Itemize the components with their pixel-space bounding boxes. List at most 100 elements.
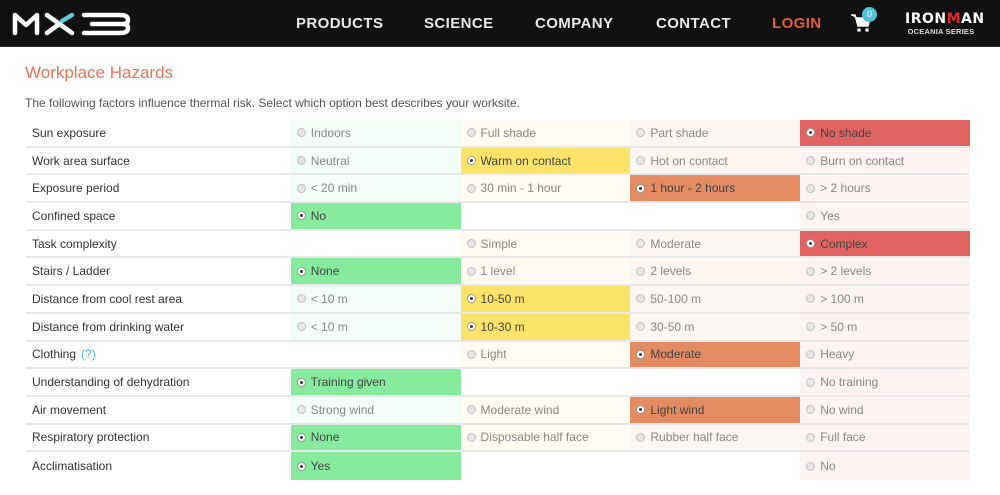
radio-unchecked-icon[interactable] [466,128,476,138]
hazard-option[interactable]: 50-100 m [630,286,801,312]
radio-unchecked-icon[interactable] [806,432,816,442]
radio-unchecked-icon[interactable] [636,239,646,249]
hazard-option[interactable]: 1 hour - 2 hours [630,175,801,202]
hazard-option[interactable]: No [290,203,461,229]
hazard-option[interactable]: < 10 m [290,313,461,340]
hazard-option[interactable]: Training given [290,369,461,395]
hazard-option[interactable]: Moderate wind [460,396,631,423]
hazard-label: Sun exposure [26,120,291,146]
radio-checked-icon[interactable] [636,405,646,415]
hazard-option[interactable]: No shade [800,120,971,146]
help-link[interactable]: (?) [81,347,96,362]
nav-products[interactable]: PRODUCTS [296,15,384,32]
hazard-option[interactable]: 10-30 m [460,313,631,340]
hazard-option[interactable]: Indoors [290,120,461,146]
radio-unchecked-icon[interactable] [806,377,816,387]
radio-unchecked-icon[interactable] [636,156,646,166]
nav-science[interactable]: SCIENCE [424,15,494,32]
radio-unchecked-icon[interactable] [466,432,476,442]
radio-unchecked-icon[interactable] [806,461,816,471]
hazard-label-text: Confined space [32,208,116,223]
hazard-option[interactable]: > 50 m [800,313,971,340]
hazard-option[interactable]: None [290,424,461,451]
hazard-option[interactable]: > 100 m [800,286,971,312]
hazard-option[interactable]: Moderate [630,230,801,257]
ironman-oceania-logo[interactable]: IRONMAN OCEANIA SERIES [905,11,984,37]
hazard-option[interactable]: Rubber half face [630,424,801,451]
radio-unchecked-icon[interactable] [806,405,816,415]
radio-unchecked-icon[interactable] [806,183,816,193]
hazard-option[interactable]: Disposable half face [460,424,631,451]
radio-unchecked-icon[interactable] [466,183,476,193]
radio-unchecked-icon[interactable] [466,405,476,415]
radio-unchecked-icon[interactable] [806,349,816,359]
radio-checked-icon[interactable] [636,349,646,359]
hazard-option[interactable]: < 10 m [290,286,461,312]
hazard-option[interactable]: Light wind [630,396,801,423]
hazard-option[interactable]: None [290,258,461,285]
radio-unchecked-icon[interactable] [636,294,646,304]
hazard-option[interactable]: Simple [460,230,631,257]
radio-unchecked-icon[interactable] [636,128,646,138]
hazard-option[interactable]: Moderate [630,341,801,368]
hazard-label-text: Work area surface [32,153,130,168]
radio-checked-icon[interactable] [466,156,476,166]
radio-checked-icon[interactable] [466,294,476,304]
radio-unchecked-icon[interactable] [296,322,306,332]
option-label: Full face [820,430,866,445]
hazard-option[interactable]: > 2 hours [800,175,971,202]
radio-checked-icon[interactable] [636,183,646,193]
hazard-option[interactable]: Hot on contact [630,147,801,174]
radio-unchecked-icon[interactable] [466,266,476,276]
hazard-option[interactable]: Full shade [460,120,631,146]
radio-unchecked-icon[interactable] [636,432,646,442]
hazard-option[interactable]: Full face [800,424,971,451]
hazard-option[interactable]: Yes [290,452,461,480]
radio-unchecked-icon[interactable] [296,405,306,415]
hazard-option[interactable]: 1 level [460,258,631,285]
radio-unchecked-icon[interactable] [806,266,816,276]
hazard-option[interactable]: Neutral [290,147,461,174]
nav-contact[interactable]: CONTACT [656,15,732,32]
hazard-option[interactable]: No [800,452,971,480]
hazard-option[interactable]: No wind [800,396,971,423]
radio-unchecked-icon[interactable] [806,294,816,304]
radio-unchecked-icon[interactable] [806,211,816,221]
radio-unchecked-icon[interactable] [636,322,646,332]
radio-checked-icon[interactable] [296,377,306,387]
hazard-option[interactable]: 30 min - 1 hour [460,175,631,202]
hazard-option[interactable]: Complex [800,230,971,257]
radio-unchecked-icon[interactable] [296,156,306,166]
radio-checked-icon[interactable] [296,461,306,471]
radio-checked-icon[interactable] [806,128,816,138]
hazard-option[interactable]: Burn on contact [800,147,971,174]
hazard-option[interactable]: Heavy [800,341,971,368]
radio-unchecked-icon[interactable] [296,183,306,193]
nav-company[interactable]: COMPANY [535,15,614,32]
hazard-option[interactable]: Strong wind [290,396,461,423]
radio-checked-icon[interactable] [296,211,306,221]
radio-checked-icon[interactable] [466,322,476,332]
hazard-option[interactable]: 30-50 m [630,313,801,340]
radio-unchecked-icon[interactable] [296,294,306,304]
hazard-option[interactable]: Part shade [630,120,801,146]
hazard-option[interactable]: Warm on contact [460,147,631,174]
hazard-option[interactable]: > 2 levels [800,258,971,285]
hazard-option[interactable]: Light [460,341,631,368]
radio-unchecked-icon[interactable] [466,349,476,359]
hazard-option[interactable]: 10-50 m [460,286,631,312]
hazard-option[interactable]: No training [800,369,971,395]
radio-unchecked-icon[interactable] [296,128,306,138]
radio-checked-icon[interactable] [296,432,306,442]
radio-unchecked-icon[interactable] [466,239,476,249]
radio-unchecked-icon[interactable] [806,322,816,332]
radio-checked-icon[interactable] [296,266,306,276]
radio-checked-icon[interactable] [806,239,816,249]
hazard-option[interactable]: < 20 min [290,175,461,202]
mx3-logo[interactable] [12,10,132,36]
hazard-option[interactable]: Yes [800,203,971,229]
nav-login[interactable]: LOGIN [772,15,822,32]
radio-unchecked-icon[interactable] [636,266,646,276]
hazard-option[interactable]: 2 levels [630,258,801,285]
radio-unchecked-icon[interactable] [806,156,816,166]
